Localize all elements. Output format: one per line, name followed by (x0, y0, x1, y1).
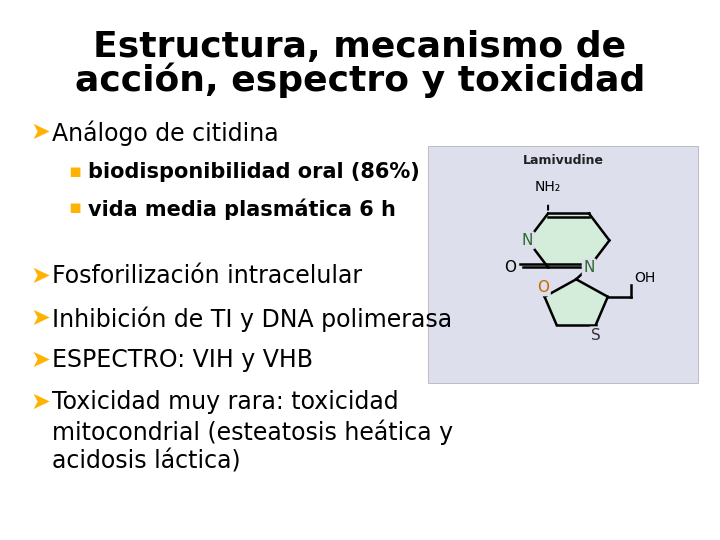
Text: Análogo de citidina: Análogo de citidina (52, 120, 279, 145)
Polygon shape (544, 279, 608, 325)
Text: O: O (504, 260, 516, 275)
Text: ESPECTRO: VIH y VHB: ESPECTRO: VIH y VHB (52, 348, 313, 372)
Text: S: S (591, 328, 600, 343)
Text: ▪: ▪ (68, 162, 81, 181)
Text: ▪: ▪ (68, 198, 81, 217)
Text: N: N (583, 260, 595, 275)
Text: OH: OH (634, 271, 656, 285)
FancyBboxPatch shape (428, 146, 698, 383)
Text: Fosforilización intracelular: Fosforilización intracelular (52, 264, 362, 288)
Text: ➤: ➤ (30, 306, 50, 330)
Text: ➤: ➤ (30, 264, 50, 288)
Text: NH₂: NH₂ (535, 180, 561, 194)
Text: Estructura, mecanismo de: Estructura, mecanismo de (94, 30, 626, 64)
Text: ➤: ➤ (30, 120, 50, 144)
Text: vida media plasmática 6 h: vida media plasmática 6 h (88, 198, 396, 219)
Text: ➤: ➤ (30, 348, 50, 372)
Text: Lamivudine: Lamivudine (523, 154, 604, 167)
Text: Toxicidad muy rara: toxicidad
mitocondrial (esteatosis heática y
acidosis láctic: Toxicidad muy rara: toxicidad mitocondri… (52, 390, 453, 474)
Text: O: O (537, 280, 549, 295)
Text: biodisponibilidad oral (86%): biodisponibilidad oral (86%) (88, 162, 420, 182)
Text: ➤: ➤ (30, 390, 50, 414)
Polygon shape (528, 213, 609, 267)
Text: N: N (522, 233, 534, 248)
Text: Inhibición de TI y DNA polimerasa: Inhibición de TI y DNA polimerasa (52, 306, 452, 332)
Text: acción, espectro y toxicidad: acción, espectro y toxicidad (75, 62, 645, 98)
